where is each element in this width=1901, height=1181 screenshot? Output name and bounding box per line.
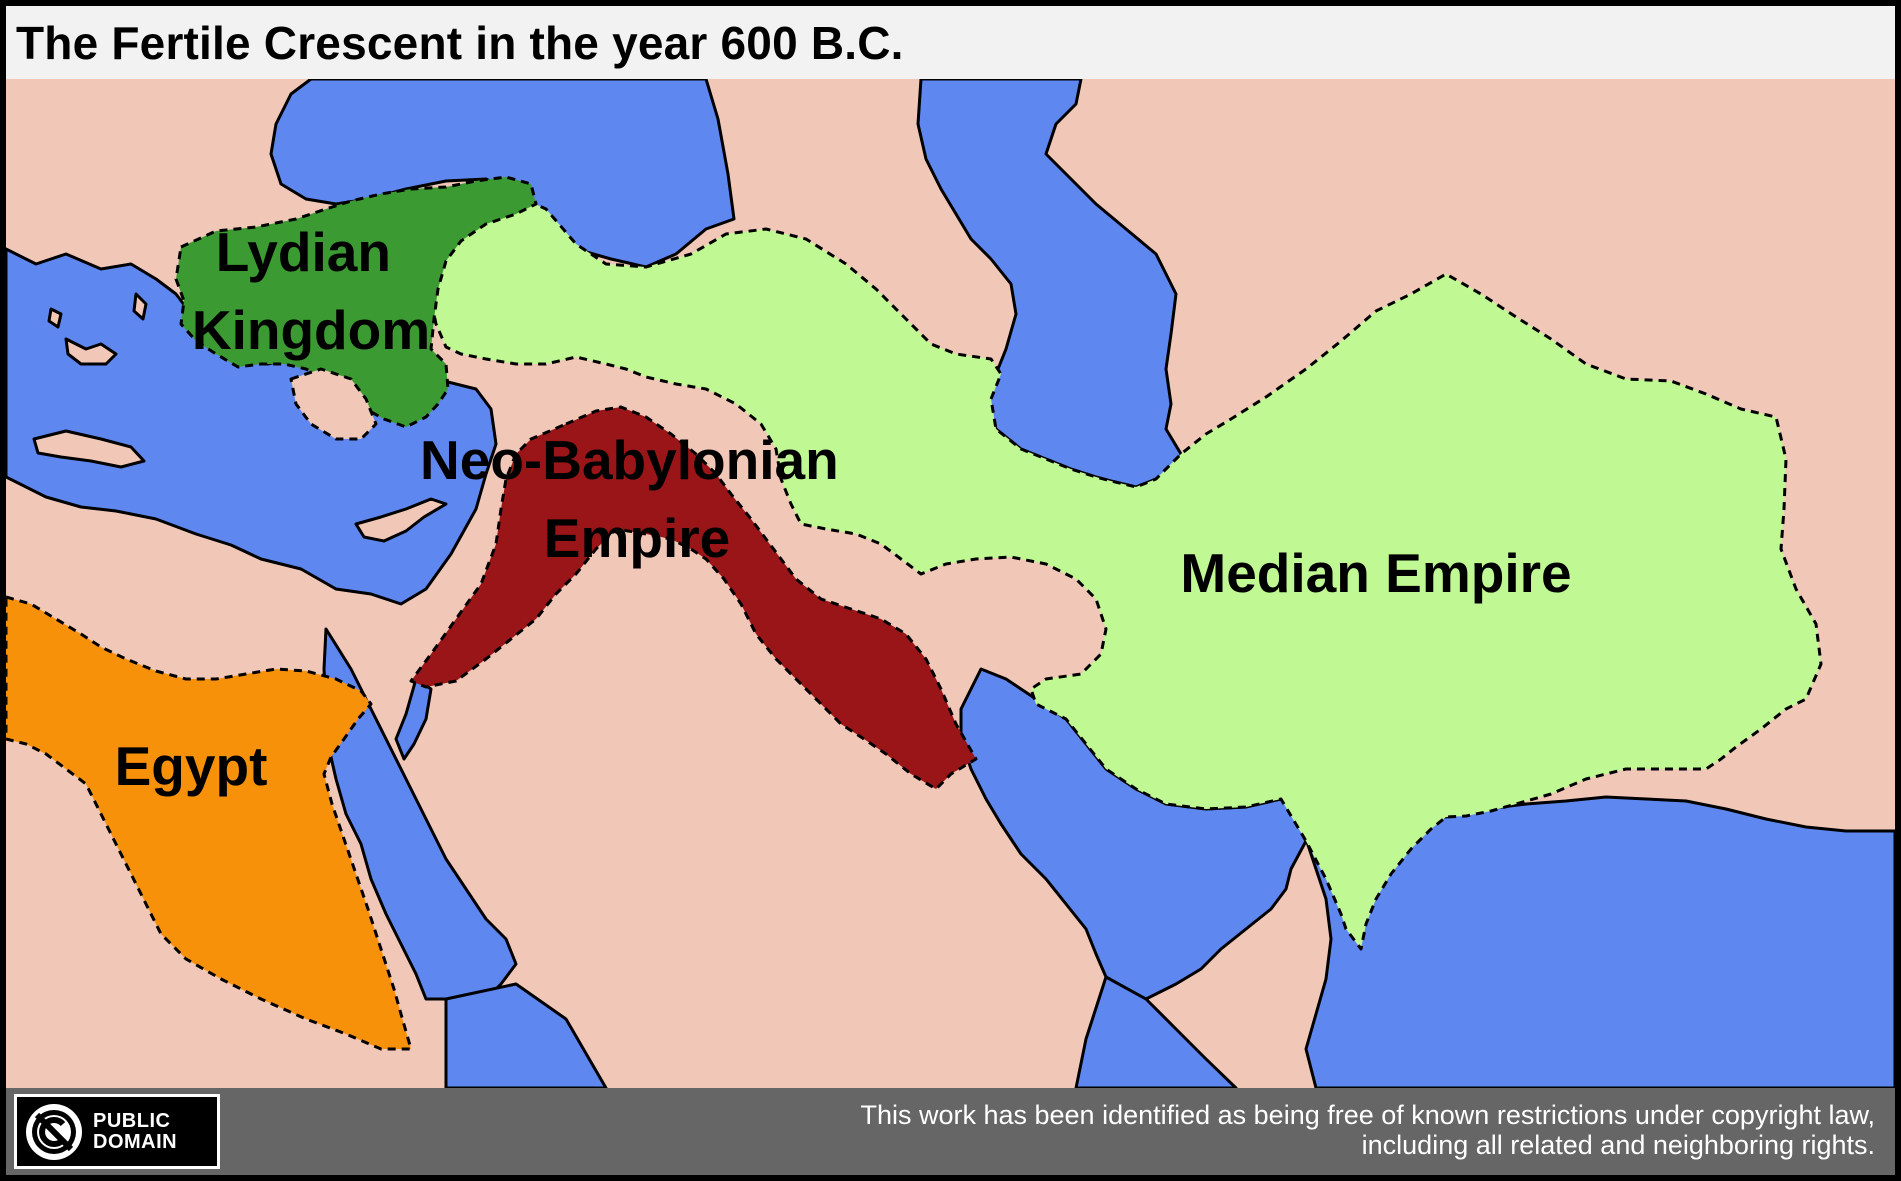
neo-babylonian-label-line-2: Empire — [544, 507, 730, 569]
lydia-land-hole — [289, 367, 378, 441]
water-bodies — [6, 79, 1895, 1088]
notice-line-2: including all related and neighboring ri… — [1361, 1130, 1875, 1160]
license-notice: This work has been identified as being f… — [575, 1100, 1875, 1160]
public-domain-icon — [26, 1103, 82, 1160]
median-label-line-1: Median Empire — [1180, 542, 1571, 604]
map-area: Lydian Kingdom Neo-Babylonian Empire Med… — [6, 79, 1895, 1088]
mediterranean-sea — [6, 247, 498, 606]
cyprus-island — [354, 497, 448, 543]
lydian-label-line-2: Kingdom — [192, 299, 430, 361]
egypt-region — [6, 595, 413, 1051]
southern-sea — [444, 982, 608, 1088]
aegean-island — [47, 307, 63, 329]
egypt-label: Egypt — [115, 735, 268, 797]
aegean-island — [132, 292, 148, 321]
lydian-kingdom-region — [174, 175, 538, 429]
political-regions — [6, 175, 1823, 1051]
map-canvas: Lydian Kingdom Neo-Babylonian Empire Med… — [6, 79, 1895, 1088]
crete-island — [32, 429, 146, 469]
lydian-kingdom-label: Lydian Kingdom — [192, 221, 430, 361]
egypt-label-line-1: Egypt — [115, 735, 268, 797]
map-title: The Fertile Crescent in the year 600 B.C… — [16, 16, 904, 69]
neo-babylonian-empire-label: Neo-Babylonian Empire — [420, 429, 854, 569]
gulf-of-aqaba — [394, 677, 433, 761]
public-domain-badge[interactable]: PUBLIC DOMAIN — [14, 1094, 220, 1169]
badge-line-1: PUBLIC — [93, 1109, 171, 1132]
public-domain-text: PUBLIC DOMAIN — [93, 1109, 178, 1153]
badge-line-2: DOMAIN — [93, 1130, 178, 1153]
license-footer: PUBLIC DOMAIN This work has been identif… — [6, 1088, 1895, 1175]
median-empire-label: Median Empire — [1180, 542, 1571, 604]
southern-sea — [1074, 975, 1238, 1088]
neo-babylonian-empire-region — [409, 405, 978, 791]
median-empire-region — [424, 189, 1823, 951]
aegean-island — [64, 337, 118, 366]
title-bar: The Fertile Crescent in the year 600 B.C… — [6, 6, 1895, 79]
lydian-label-line-1: Lydian — [216, 221, 391, 283]
region-labels: Lydian Kingdom Neo-Babylonian Empire Med… — [115, 221, 1572, 797]
notice-line-1: This work has been identified as being f… — [860, 1100, 1875, 1130]
neo-babylonian-label-line-1: Neo-Babylonian — [420, 429, 839, 491]
